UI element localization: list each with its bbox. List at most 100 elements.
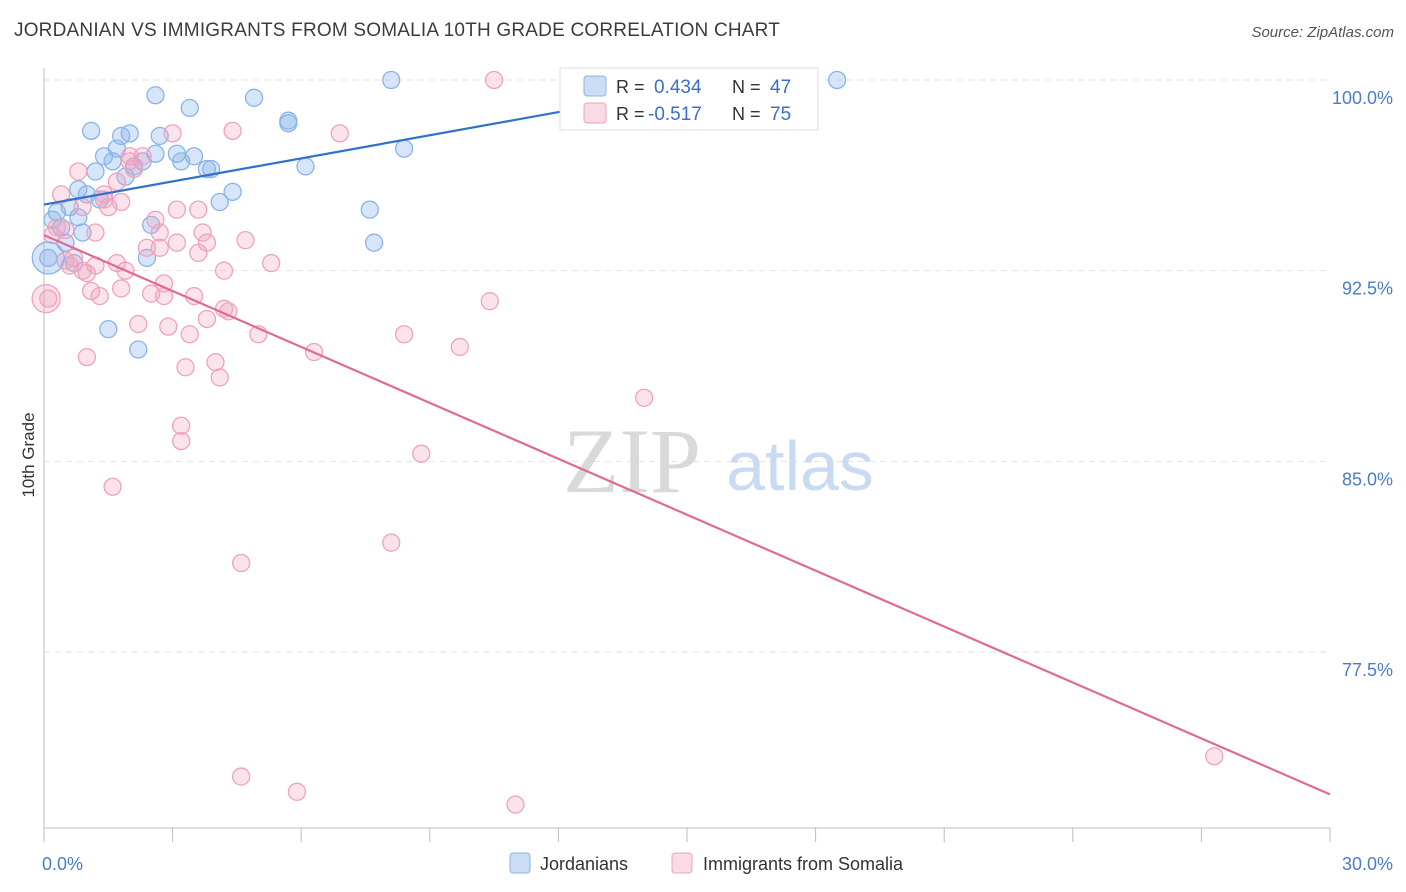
point-somalia <box>214 261 234 280</box>
point-somalia <box>382 533 401 552</box>
watermark: ZIP atlas <box>563 410 874 512</box>
point-jordanians <box>120 124 139 143</box>
watermark-atlas: atlas <box>726 427 874 505</box>
legend-blue-n-value: 47 <box>770 77 791 98</box>
point-somalia <box>172 416 191 435</box>
point-somalia <box>484 70 504 90</box>
axes <box>43 68 1331 842</box>
point-somalia <box>197 309 217 329</box>
point-jordanians <box>82 121 101 140</box>
legend-pink-n-value: 75 <box>770 104 791 125</box>
trend-line-somalia <box>43 234 1331 796</box>
point-jordanians <box>223 182 242 202</box>
point-somalia <box>412 444 431 463</box>
point-somalia <box>112 279 131 298</box>
legend-pink-r-label: R = <box>616 104 645 124</box>
point-jordanians <box>382 70 401 90</box>
point-somalia <box>236 231 255 250</box>
correlation-legend: R = 0.434 N = 47 R = -0.517 N = 75 <box>559 67 819 131</box>
point-somalia <box>77 347 97 367</box>
legend-blue-r-value: 0.434 <box>654 77 702 98</box>
y-tick-labels: 77.5% 85.0% 92.5% 100.0% <box>1332 88 1393 680</box>
point-somalia <box>214 299 234 318</box>
point-somalia <box>506 795 525 814</box>
point-somalia <box>480 292 499 311</box>
series-legend-swatch-jordanians <box>509 852 531 874</box>
point-somalia <box>287 782 307 801</box>
point-somalia <box>193 223 212 242</box>
point-somalia <box>112 192 131 212</box>
point-jordanians <box>86 162 105 181</box>
point-somalia <box>172 431 191 451</box>
point-somalia <box>189 243 208 263</box>
point-somalia <box>82 281 101 301</box>
point-somalia <box>1205 747 1224 766</box>
legend-pink-n-label: N = <box>732 104 761 124</box>
legend-blue-r-label: R = <box>616 77 645 97</box>
point-jordanians <box>364 233 384 252</box>
point-somalia <box>56 251 75 270</box>
point-jordanians <box>360 200 379 219</box>
legend-blue-n-label: N = <box>732 77 761 97</box>
point-somalia <box>51 185 71 204</box>
point-somalia <box>450 337 469 357</box>
x-tick-label: 0.0% <box>42 854 83 874</box>
point-jordanians <box>279 114 298 133</box>
point-somalia <box>31 283 61 314</box>
point-jordanians <box>210 192 229 212</box>
point-somalia <box>90 286 109 306</box>
point-jordanians <box>129 340 148 359</box>
point-somalia <box>167 200 187 219</box>
point-somalia <box>56 220 75 240</box>
point-jordanians <box>99 319 118 339</box>
legend-pink-r-value: -0.517 <box>648 104 702 125</box>
series-legend-somalia: Immigrants from Somalia <box>703 854 904 874</box>
point-somalia <box>150 223 169 242</box>
point-somalia <box>176 358 195 377</box>
watermark-zip: ZIP <box>563 410 701 512</box>
point-jordanians <box>197 159 217 179</box>
point-somalia <box>103 477 122 496</box>
series-legend-swatch-somalia <box>671 852 693 874</box>
legend-box <box>559 67 819 131</box>
point-somalia <box>206 353 225 372</box>
point-somalia <box>107 172 127 191</box>
point-jordanians <box>180 98 199 118</box>
point-somalia <box>137 238 157 257</box>
point-jordanians <box>394 139 414 158</box>
legend-swatch-blue <box>583 75 607 97</box>
point-somalia <box>129 314 148 334</box>
point-somalia <box>180 325 199 344</box>
point-somalia <box>223 121 242 140</box>
point-jordanians <box>31 241 65 275</box>
x-tick-labels: 0.0% 30.0% <box>42 854 1393 874</box>
chart-source: Source: ZipAtlas.com <box>1251 24 1394 41</box>
y-tick-label: 92.5% <box>1342 279 1393 299</box>
point-somalia <box>150 238 169 257</box>
point-jordanians <box>827 70 847 90</box>
x-tick-label: 30.0% <box>1342 854 1393 874</box>
point-jordanians <box>296 157 315 176</box>
point-somalia <box>232 553 251 573</box>
point-somalia <box>634 388 654 407</box>
y-tick-label: 85.0% <box>1342 469 1393 489</box>
y-tick-label: 100.0% <box>1332 88 1393 108</box>
series-legend: Jordanians Immigrants from Somalia <box>509 852 904 874</box>
point-jordanians <box>146 86 165 105</box>
legend-swatch-pink <box>583 102 607 124</box>
point-jordanians <box>137 248 157 268</box>
point-somalia <box>120 147 139 166</box>
chart-title: JORDANIAN VS IMMIGRANTS FROM SOMALIA 10T… <box>14 20 781 41</box>
point-somalia <box>69 162 88 181</box>
point-jordanians <box>244 88 264 107</box>
point-somalia <box>167 233 187 252</box>
y-axis-label: 10th Grade <box>19 412 38 497</box>
point-somalia <box>159 317 178 336</box>
gridlines <box>44 79 1330 653</box>
point-somalia <box>262 253 281 273</box>
point-jordanians <box>184 147 204 166</box>
point-somalia <box>86 223 105 242</box>
point-somalia <box>189 200 208 219</box>
y-tick-label: 77.5% <box>1342 660 1393 680</box>
